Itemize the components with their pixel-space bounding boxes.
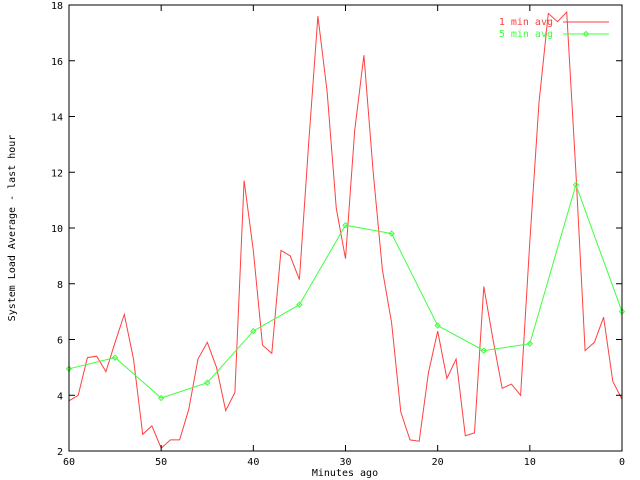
data-point [157, 394, 165, 402]
x-tick-label: 10 [524, 457, 536, 468]
data-point [65, 365, 73, 372]
data-point [526, 340, 534, 347]
x-tick-label: 40 [247, 457, 259, 468]
y-tick-label: 14 [51, 113, 63, 124]
series-line-2 [68, 183, 623, 399]
data-point [296, 301, 303, 308]
y-tick-label: 16 [51, 57, 63, 68]
legend-marker [582, 30, 590, 38]
legend-label: 5 min avg [499, 29, 553, 40]
plot-series [65, 10, 626, 450]
x-tick-label: 20 [432, 457, 444, 468]
series-line-1 [68, 10, 623, 450]
axes: 2 4 6 8 10 12 14 16 18 60 50 40 30 20 10 0 [51, 1, 625, 468]
data-point [388, 230, 395, 237]
data-point [250, 327, 257, 335]
y-tick-label: 4 [57, 391, 63, 402]
y-tick-label: 10 [51, 224, 63, 235]
x-tick-label: 60 [63, 457, 75, 468]
data-point [434, 322, 441, 329]
legend-label: 1 min avg [499, 17, 553, 28]
x-axis-label: Minutes ago [312, 468, 378, 479]
y-tick-label: 8 [57, 280, 63, 291]
data-point [111, 354, 119, 361]
y-axis-label: System Load Average - last hour [7, 135, 18, 322]
x-tick-label: 50 [155, 457, 167, 468]
data-point [204, 379, 211, 386]
y-tick-label: 2 [57, 447, 63, 458]
y-tick-label: 18 [51, 1, 63, 12]
y-tick-label: 12 [51, 168, 63, 179]
y-tick-label: 6 [57, 336, 63, 347]
x-tick-label: 0 [619, 457, 625, 468]
data-point [480, 347, 487, 354]
data-point [618, 308, 626, 315]
x-tick-label: 30 [339, 457, 351, 468]
data-point [572, 181, 580, 189]
data-point [342, 222, 349, 229]
